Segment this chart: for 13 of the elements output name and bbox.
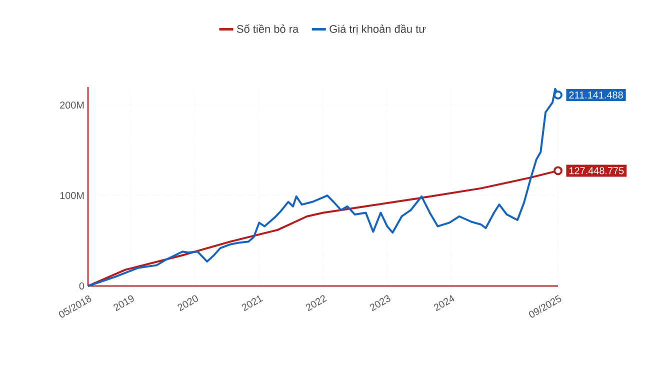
y-tick-label: 100M [60, 192, 84, 200]
x-tick-label: 2020 [178, 295, 198, 312]
y-tick-label: 0 [79, 282, 84, 290]
x-tick-label: 2023 [370, 295, 390, 312]
x-tick-label: 2019 [114, 295, 134, 312]
x-tick-label: 2022 [306, 295, 327, 312]
x-tick-label: 2021 [242, 295, 263, 312]
data-label: 127.448.775 [569, 167, 624, 174]
legend-label: Giá trị khoản đầu tư [330, 24, 426, 34]
legend-label: Số tiền bỏ ra [236, 24, 299, 33]
data-label: 211.141.488 [569, 91, 623, 99]
y-tick-label: 200M [60, 102, 84, 109]
x-tick-label: 2024 [434, 294, 454, 312]
